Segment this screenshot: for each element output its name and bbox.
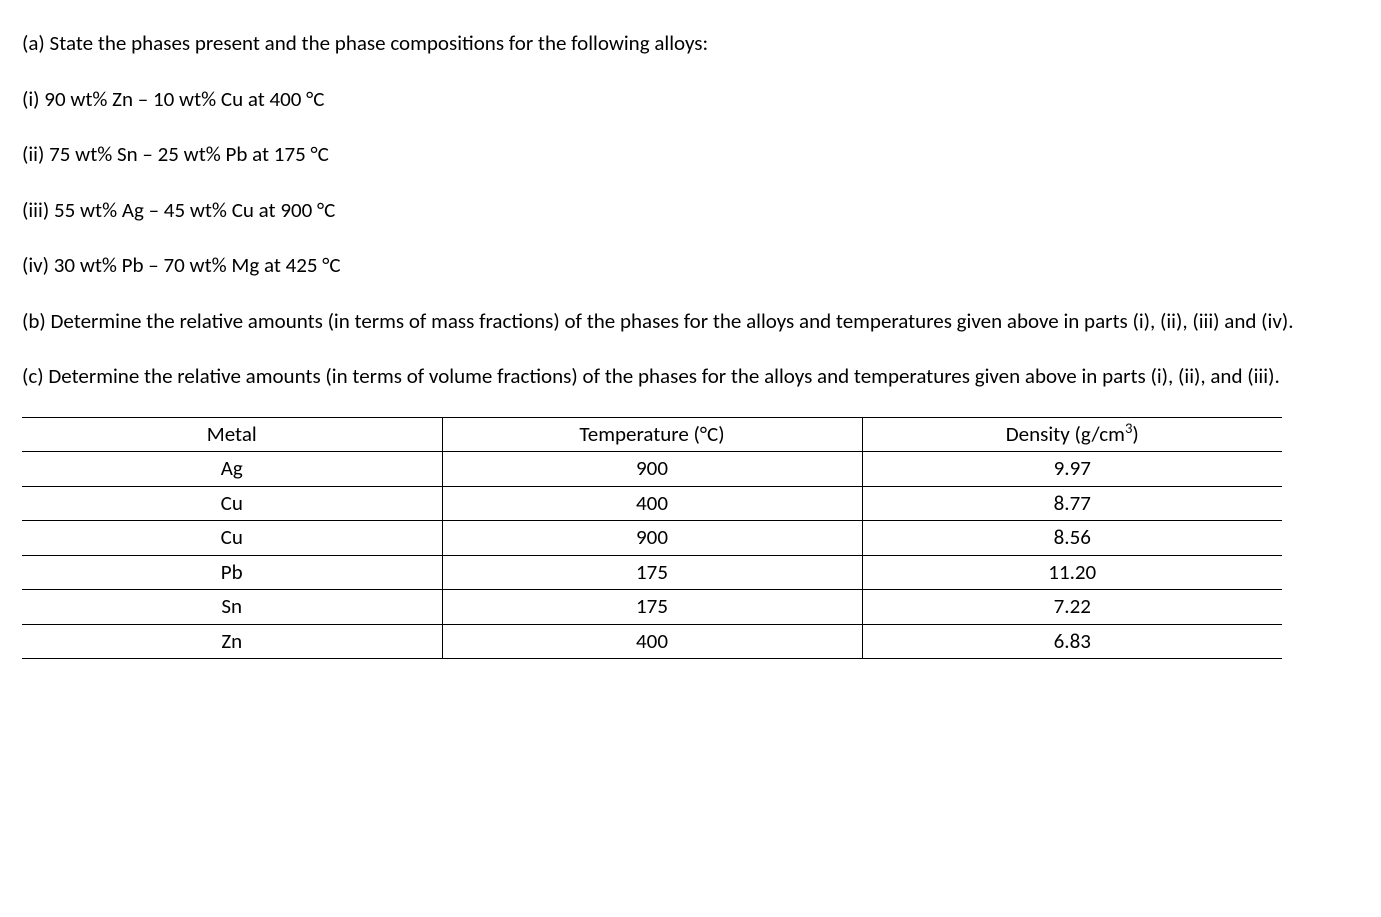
question-c: (c) Determine the relative amounts (in t…: [22, 361, 1359, 393]
table-cell: Sn: [22, 590, 442, 625]
table-row: Cu9008.56: [22, 521, 1282, 556]
table-cell: 8.77: [862, 486, 1282, 521]
table-row: Zn4006.83: [22, 624, 1282, 659]
col-header-metal: Metal: [22, 417, 442, 452]
table-cell: 6.83: [862, 624, 1282, 659]
question-a-i: (i) 90 wt% Zn – 10 wt% Cu at 400 °C: [22, 84, 1359, 116]
table-row: Cu4008.77: [22, 486, 1282, 521]
table-cell: Cu: [22, 521, 442, 556]
table-cell: 175: [442, 555, 862, 590]
question-b: (b) Determine the relative amounts (in t…: [22, 306, 1359, 338]
table-body: Ag9009.97Cu4008.77Cu9008.56Pb17511.20Sn1…: [22, 452, 1282, 659]
table-header-row: Metal Temperature (°C) Density (g/cm3): [22, 417, 1282, 452]
table-cell: 175: [442, 590, 862, 625]
table-cell: 8.56: [862, 521, 1282, 556]
col-header-density: Density (g/cm3): [862, 417, 1282, 452]
question-a-iv: (iv) 30 wt% Pb – 70 wt% Mg at 425 °C: [22, 250, 1359, 282]
table-row: Ag9009.97: [22, 452, 1282, 487]
question-a-intro: (a) State the phases present and the pha…: [22, 28, 1359, 60]
table-cell: 400: [442, 486, 862, 521]
table-row: Pb17511.20: [22, 555, 1282, 590]
question-a-iii: (iii) 55 wt% Ag – 45 wt% Cu at 900 °C: [22, 195, 1359, 227]
table-cell: Cu: [22, 486, 442, 521]
table-cell: 900: [442, 452, 862, 487]
table-cell: Zn: [22, 624, 442, 659]
table-cell: 7.22: [862, 590, 1282, 625]
table-cell: 900: [442, 521, 862, 556]
table-cell: Ag: [22, 452, 442, 487]
density-label-text: Density (g/cm3): [1006, 421, 1139, 447]
table-cell: 9.97: [862, 452, 1282, 487]
table-row: Sn1757.22: [22, 590, 1282, 625]
col-header-temperature: Temperature (°C): [442, 417, 862, 452]
table-cell: 11.20: [862, 555, 1282, 590]
density-table: Metal Temperature (°C) Density (g/cm3) A…: [22, 417, 1282, 660]
question-a-ii: (ii) 75 wt% Sn – 25 wt% Pb at 175 °C: [22, 139, 1359, 171]
table-cell: Pb: [22, 555, 442, 590]
table-cell: 400: [442, 624, 862, 659]
